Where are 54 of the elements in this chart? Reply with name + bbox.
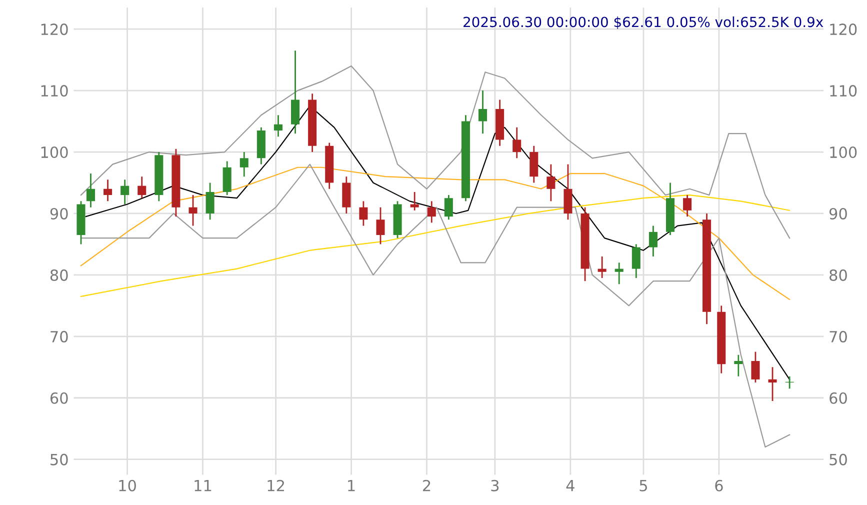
y2-tick-label: 50	[830, 454, 847, 466]
x-tick-label: 3	[491, 480, 499, 492]
candlestick	[478, 90, 488, 134]
y2-tick-label: 120	[830, 24, 857, 36]
candlestick	[512, 126, 522, 159]
candlestick	[138, 176, 146, 199]
candlestick	[104, 178, 112, 202]
y2-tick-label: 70	[830, 330, 847, 342]
candlestick	[120, 178, 130, 205]
x-tick-label: 12	[268, 480, 284, 492]
y-tick-label: 50	[50, 454, 68, 466]
candlestick	[240, 151, 248, 178]
candlestick	[274, 114, 282, 138]
y-tick-label: 120	[41, 24, 68, 36]
x-tick-label: 2	[423, 480, 430, 492]
candlestick	[734, 354, 743, 378]
line-series	[80, 65, 790, 239]
y-tick-label: 90	[50, 208, 68, 220]
x-tick-label: 1	[348, 480, 355, 492]
candlestick	[683, 194, 692, 218]
y-tick-label: 100	[41, 146, 68, 158]
x-tick-label: 5	[640, 480, 647, 492]
y2-tick-label: 90	[829, 208, 847, 220]
candlestick	[632, 244, 640, 279]
line-series	[80, 164, 790, 448]
candlestick	[751, 351, 760, 384]
x-tick-label: 6	[715, 480, 723, 492]
candlestick	[188, 194, 198, 226]
y-tick-label: 60	[50, 392, 68, 404]
line-series	[80, 166, 790, 300]
y2-tick-label: 110	[830, 85, 857, 97]
line-series	[80, 194, 790, 298]
y2-tick-label: 100	[830, 146, 857, 158]
candlestick	[359, 200, 368, 226]
candlestick	[86, 172, 95, 208]
x-tick-label: 10	[119, 480, 136, 492]
candlestick	[768, 366, 777, 402]
candlestick	[376, 206, 385, 245]
candlestick	[614, 262, 624, 285]
y-tick-label: 70	[50, 330, 68, 342]
candlestick	[427, 200, 436, 224]
candlestick	[410, 191, 419, 212]
y-tick-label: 80	[50, 269, 68, 281]
y-tick-label: 110	[41, 85, 68, 97]
x-tick-label: 11	[194, 480, 212, 492]
x-tick-label: 4	[566, 480, 574, 492]
candlestick	[546, 164, 556, 202]
text: 2025.06.30 00:00:00 $62.61 0.05% vol:652.5K 0.9x	[464, 16, 824, 30]
candlestick	[444, 194, 453, 220]
y2-tick-label: 60	[830, 392, 847, 404]
candlestick	[206, 182, 214, 220]
y2-tick-label: 80	[830, 269, 847, 281]
candlestick	[598, 256, 606, 279]
candlestick	[648, 225, 658, 258]
